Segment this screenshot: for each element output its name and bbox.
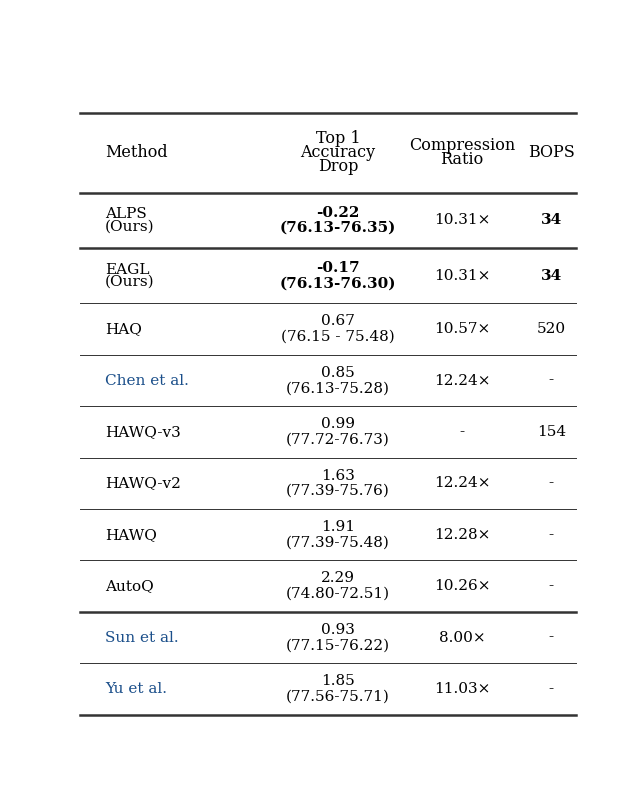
Text: -: - [548,373,554,388]
Text: AutoQ: AutoQ [105,579,154,593]
Text: Ratio: Ratio [440,151,484,168]
Text: (77.56-75.71): (77.56-75.71) [286,689,390,704]
Text: 154: 154 [536,425,566,439]
Text: 1.63: 1.63 [321,469,355,483]
Text: (76.13-75.28): (76.13-75.28) [286,382,390,395]
Text: 8.00×: 8.00× [438,630,485,645]
Text: 34: 34 [541,269,562,283]
Text: Compression: Compression [409,138,515,155]
Text: 0.93: 0.93 [321,623,355,637]
Text: (77.39-75.76): (77.39-75.76) [286,484,390,498]
Text: (74.80-72.51): (74.80-72.51) [286,587,390,601]
Text: 10.31×: 10.31× [434,213,490,228]
Text: 11.03×: 11.03× [434,682,490,696]
Text: 34: 34 [541,213,562,228]
Text: 2.29: 2.29 [321,572,355,586]
Text: EAGL: EAGL [105,263,149,277]
Text: -: - [548,528,554,542]
Text: (Ours): (Ours) [105,220,154,233]
Text: -0.22: -0.22 [316,206,360,220]
Text: -: - [460,425,465,439]
Text: HAQ: HAQ [105,322,141,336]
Text: (77.72-76.73): (77.72-76.73) [286,433,390,446]
Text: 10.26×: 10.26× [434,579,490,593]
Text: 0.85: 0.85 [321,366,355,380]
Text: (76.15 - 75.48): (76.15 - 75.48) [281,330,395,344]
Text: -0.17: -0.17 [316,261,360,275]
Text: HAWQ-v3: HAWQ-v3 [105,425,180,439]
Text: Sun et al.: Sun et al. [105,630,179,645]
Text: (77.15-76.22): (77.15-76.22) [286,638,390,652]
Text: -: - [548,476,554,490]
Text: (77.39-75.48): (77.39-75.48) [286,535,390,549]
Text: 12.24×: 12.24× [434,476,490,490]
Text: 12.28×: 12.28× [434,528,490,542]
Text: HAWQ-v2: HAWQ-v2 [105,476,180,490]
Text: Chen et al.: Chen et al. [105,373,189,388]
Text: BOPS: BOPS [528,144,575,161]
Text: (Ours): (Ours) [105,275,154,288]
Text: 520: 520 [536,322,566,336]
Text: Yu et al.: Yu et al. [105,682,167,696]
Text: Method: Method [105,144,168,161]
Text: Drop: Drop [317,158,358,175]
Text: 0.99: 0.99 [321,417,355,431]
Text: 10.57×: 10.57× [434,322,490,336]
Text: 12.24×: 12.24× [434,373,490,388]
Text: (76.13-76.30): (76.13-76.30) [280,276,396,291]
Text: (76.13-76.35): (76.13-76.35) [280,221,396,235]
Text: -: - [548,682,554,696]
Text: -: - [548,630,554,645]
Text: HAWQ: HAWQ [105,528,157,542]
Text: Top 1: Top 1 [316,130,360,147]
Text: ALPS: ALPS [105,207,147,221]
Text: 0.67: 0.67 [321,314,355,329]
Text: Accuracy: Accuracy [300,144,376,161]
Text: 1.91: 1.91 [321,520,355,534]
Text: -: - [548,579,554,593]
Text: 1.85: 1.85 [321,674,355,688]
Text: 10.31×: 10.31× [434,269,490,283]
